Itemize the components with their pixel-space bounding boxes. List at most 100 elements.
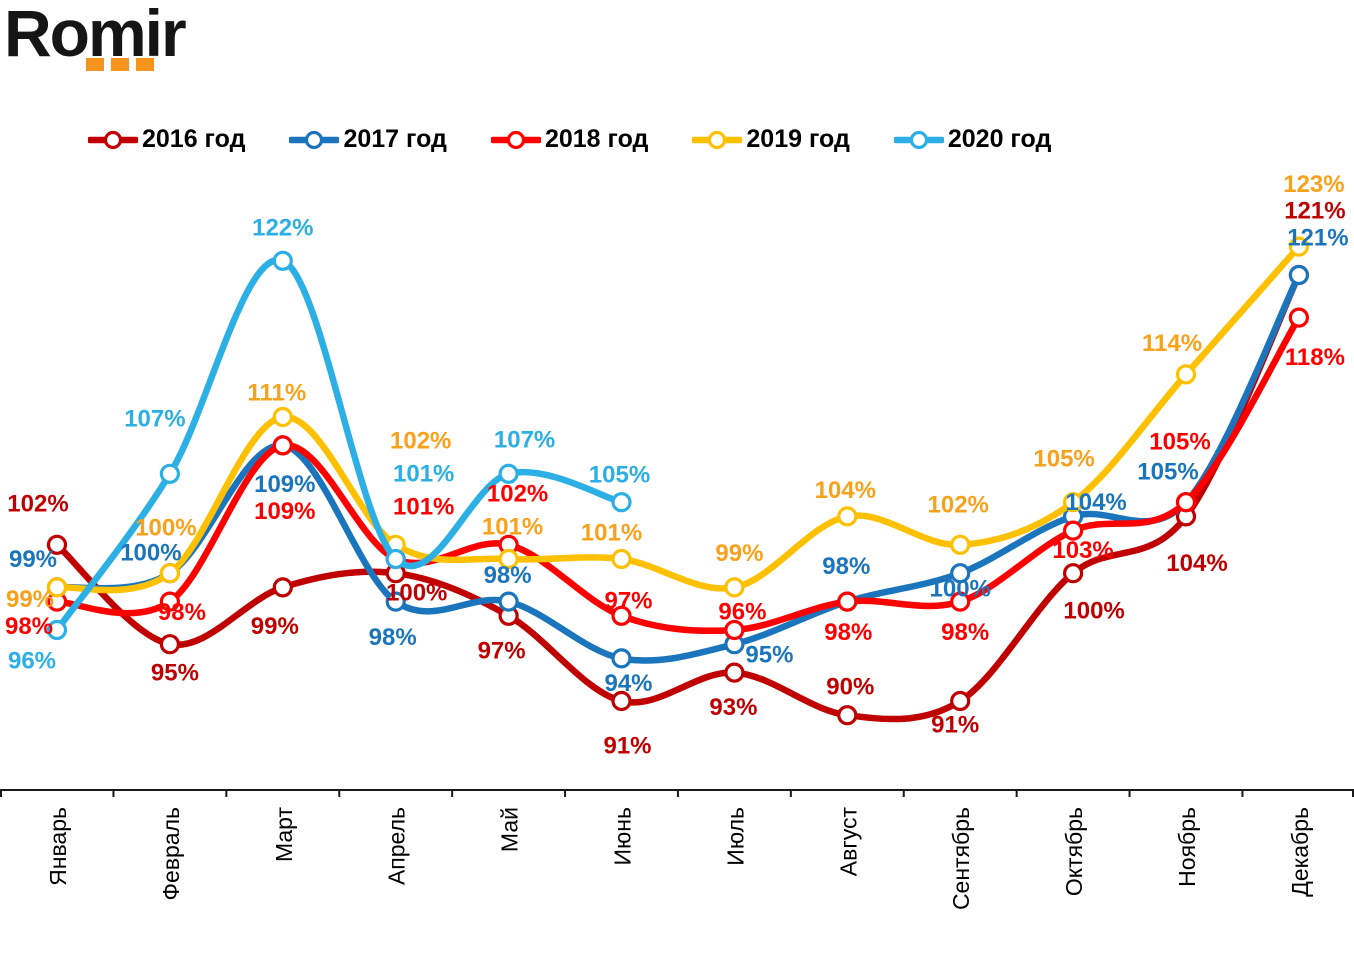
legend-item-2019: 2019 год (692, 125, 850, 154)
data-point-marker (272, 577, 293, 598)
data-label: 98% (369, 624, 417, 651)
logo-dot (136, 58, 154, 71)
data-label: 101% (393, 461, 454, 488)
legend-swatch-icon (893, 130, 944, 149)
month-label: Март (271, 807, 297, 862)
data-label: 97% (604, 587, 652, 614)
data-point-marker (611, 648, 632, 669)
legend-swatch-icon (289, 130, 340, 149)
data-point-marker (272, 435, 293, 456)
data-label: 104% (1065, 489, 1126, 516)
legend-marker (506, 130, 526, 149)
data-label: 90% (826, 674, 874, 701)
data-label: 107% (124, 405, 185, 432)
data-label: 114% (1142, 330, 1202, 357)
data-label: 95% (151, 660, 199, 687)
legend-label: 2018 год (544, 125, 649, 153)
data-label: 97% (478, 637, 526, 664)
data-point-marker (385, 591, 406, 612)
data-label: 105% (589, 462, 650, 489)
data-label: 98% (484, 562, 532, 589)
legend-label: 2017 год (343, 125, 447, 153)
legend-item-2017: 2017 год (289, 125, 447, 154)
data-point-marker (1062, 492, 1084, 513)
data-label: 98% (5, 613, 53, 640)
data-label: 98% (158, 599, 206, 626)
legend-label: 2016 год (142, 125, 246, 153)
data-point-marker (46, 577, 68, 598)
month-label: Январь (45, 807, 71, 886)
legend-swatch-icon (490, 130, 541, 149)
data-label: 102% (928, 491, 989, 518)
data-label: 101% (482, 514, 543, 541)
data-label: 102% (390, 427, 451, 454)
legend-swatch-icon (88, 130, 138, 149)
legend-marker (708, 130, 727, 149)
legend-label: 2019 год (746, 125, 850, 153)
data-label: 99% (9, 546, 57, 573)
data-label: 103% (1052, 537, 1113, 564)
data-label: 121% (1287, 225, 1348, 252)
data-label: 101% (581, 520, 642, 547)
month-label: Октябрь (1061, 807, 1087, 896)
data-point-marker (272, 406, 293, 428)
month-label: Апрель (384, 807, 410, 885)
data-point-marker (385, 548, 406, 570)
month-label: Май (497, 807, 523, 852)
chart-legend: 2016 год 2017 год 2018 год 2019 год 2020 год (88, 125, 1051, 154)
data-label: 91% (931, 712, 979, 739)
data-point-marker (837, 705, 858, 726)
data-point-marker (950, 690, 971, 712)
data-point-marker (1175, 364, 1197, 385)
data-point-marker (46, 534, 68, 555)
month-label: Ноябрь (1174, 807, 1200, 887)
logo-dot (86, 58, 104, 71)
romir-logo: Romir (4, 0, 187, 71)
data-label: 122% (252, 214, 313, 241)
data-point-marker (837, 591, 858, 612)
data-point-marker (159, 563, 180, 584)
data-point-marker (159, 634, 180, 655)
legend-swatch-icon (692, 130, 743, 149)
month-label: Декабрь (1287, 807, 1313, 897)
series-line-2019 (53, 243, 1303, 594)
data-label: 100% (1063, 598, 1124, 625)
month-label: Сентябрь (948, 807, 974, 910)
series-line-2016 (53, 271, 1303, 723)
data-point-marker (724, 577, 745, 598)
data-label: 104% (815, 477, 876, 504)
data-point-marker (1062, 520, 1084, 541)
logo-dot (111, 58, 129, 71)
data-label: 98% (941, 619, 989, 646)
legend-item-2018: 2018 год (490, 125, 649, 154)
data-label: 95% (745, 642, 793, 669)
data-label: 118% (1285, 344, 1345, 371)
month-label: Август (835, 807, 861, 877)
data-point-marker (611, 690, 632, 712)
legend-marker (305, 130, 324, 149)
data-label: 123% (1283, 171, 1344, 198)
data-label: 100% (386, 580, 447, 607)
data-label: 109% (254, 498, 315, 525)
data-point-marker (950, 591, 971, 612)
data-label: 102% (487, 480, 548, 507)
data-point-marker (46, 619, 68, 641)
data-label: 96% (8, 648, 56, 675)
data-label: 109% (254, 471, 315, 498)
month-label: Июль (722, 807, 748, 866)
romir-logo-dots-icon (86, 58, 154, 71)
data-label: 91% (603, 733, 651, 760)
data-point-marker (1288, 264, 1310, 286)
data-point-marker (498, 463, 519, 484)
data-label: 101% (393, 494, 454, 521)
data-label: 96% (718, 599, 766, 626)
data-label: 121% (1284, 198, 1345, 225)
data-label: 99% (6, 586, 54, 613)
legend-item-2020: 2020 год (893, 125, 1051, 154)
legend-marker (103, 130, 123, 149)
data-label: 104% (1166, 550, 1227, 577)
data-point-marker (837, 506, 858, 527)
series-line-2018 (53, 314, 1303, 635)
data-label: 111% (247, 380, 306, 407)
legend-item-2016: 2016 год (88, 125, 245, 154)
